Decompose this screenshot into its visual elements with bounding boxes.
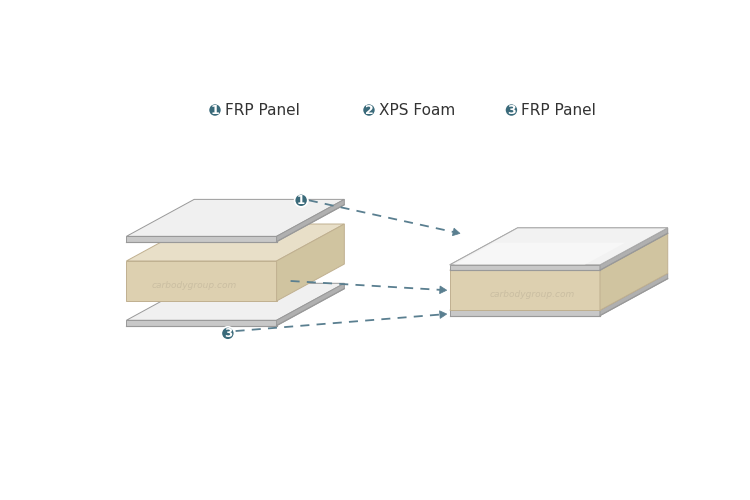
Polygon shape	[450, 265, 600, 270]
Text: 1: 1	[297, 194, 305, 207]
Polygon shape	[440, 310, 447, 318]
Polygon shape	[127, 200, 344, 236]
Polygon shape	[277, 284, 344, 326]
Circle shape	[209, 104, 221, 117]
Polygon shape	[600, 274, 668, 316]
Polygon shape	[450, 270, 600, 310]
Circle shape	[221, 327, 235, 340]
Text: XPS Foam: XPS Foam	[379, 102, 455, 118]
Text: carbodygroup.com: carbodygroup.com	[490, 290, 575, 298]
Text: 3: 3	[507, 104, 516, 117]
Polygon shape	[450, 310, 600, 316]
Circle shape	[505, 104, 518, 117]
Circle shape	[362, 104, 376, 117]
Circle shape	[295, 194, 307, 207]
Polygon shape	[600, 228, 668, 270]
Polygon shape	[600, 233, 668, 310]
Text: 2: 2	[364, 104, 374, 117]
Polygon shape	[127, 284, 344, 321]
Text: 1: 1	[211, 104, 219, 117]
Polygon shape	[277, 224, 344, 301]
Polygon shape	[127, 236, 277, 242]
Polygon shape	[277, 200, 344, 241]
Polygon shape	[440, 286, 447, 294]
Polygon shape	[127, 224, 344, 261]
Polygon shape	[450, 233, 668, 270]
Polygon shape	[450, 228, 668, 265]
Polygon shape	[450, 228, 668, 265]
Polygon shape	[127, 320, 277, 326]
Text: FRP Panel: FRP Panel	[225, 102, 300, 118]
Polygon shape	[454, 242, 626, 265]
Text: carbodygroup.com: carbodygroup.com	[152, 282, 236, 290]
Polygon shape	[450, 274, 668, 310]
Text: 3: 3	[224, 327, 232, 340]
Text: FRP Panel: FRP Panel	[521, 102, 596, 118]
Polygon shape	[452, 228, 460, 235]
Polygon shape	[127, 261, 277, 301]
